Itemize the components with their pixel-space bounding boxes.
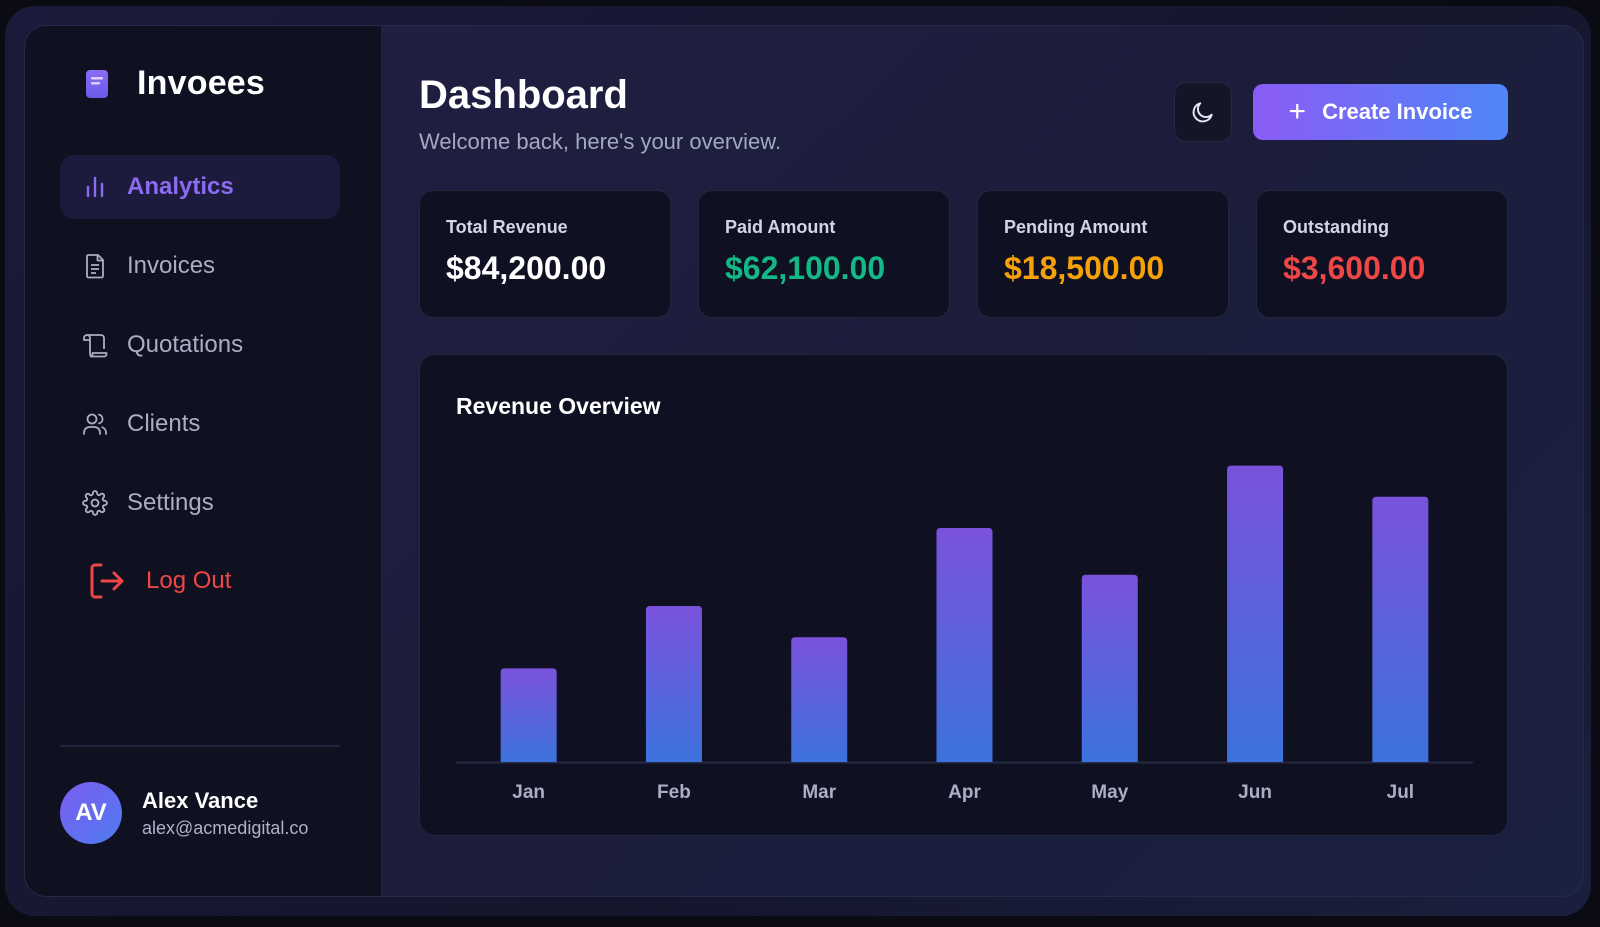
gear-icon xyxy=(82,490,108,516)
sidebar-item-analytics[interactable]: Analytics xyxy=(60,155,340,219)
user-name: Alex Vance xyxy=(142,787,259,813)
stat-label: Paid Amount xyxy=(725,217,836,237)
brand-name: Invoees xyxy=(137,64,266,102)
chart-bar-feb[interactable] xyxy=(645,606,702,762)
x-tick-label: Jul xyxy=(1387,782,1414,803)
stat-value: $3,600.00 xyxy=(1283,250,1426,286)
stat-value: $18,500.00 xyxy=(1004,250,1165,286)
sidebar-item-quotations[interactable]: Quotations xyxy=(60,313,340,377)
chart-bar-jun[interactable] xyxy=(1227,465,1284,762)
document-icon xyxy=(86,69,108,98)
sidebar: Invoees Analytics Invoices Quotations xyxy=(25,26,382,896)
chart-bar-jul[interactable] xyxy=(1372,496,1429,762)
x-tick-label: Jun xyxy=(1238,782,1272,803)
sidebar-item-settings[interactable]: Settings xyxy=(60,471,340,535)
stat-value: $62,100.00 xyxy=(725,250,886,286)
app-window: Invoees Analytics Invoices Quotations xyxy=(24,25,1584,897)
user-email: alex@acmedigital.co xyxy=(142,817,309,838)
revenue-bar-chart: Jan Feb Mar Apr May Jun Jul xyxy=(456,465,1473,803)
chart-bar-may[interactable] xyxy=(1081,574,1138,762)
plus-icon: + xyxy=(1288,95,1307,128)
sidebar-nav: Analytics Invoices Quotations Clients xyxy=(60,155,340,550)
x-tick-label: Feb xyxy=(657,782,691,803)
create-invoice-button[interactable]: + Create Invoice xyxy=(1253,84,1508,140)
logout-label: Log Out xyxy=(146,567,232,594)
theme-toggle-button[interactable] xyxy=(1174,82,1232,142)
file-text-icon xyxy=(82,253,108,279)
x-tick-label: May xyxy=(1091,782,1128,803)
chart-title: Revenue Overview xyxy=(456,393,661,419)
x-tick-label: Apr xyxy=(948,782,981,803)
stat-label: Pending Amount xyxy=(1004,217,1148,237)
sidebar-item-label: Invoices xyxy=(127,252,216,279)
user-profile[interactable]: AV Alex Vance alex@acmedigital.co xyxy=(60,782,308,844)
scroll-icon xyxy=(82,332,108,358)
sidebar-item-label: Clients xyxy=(127,410,201,437)
moon-icon xyxy=(1192,102,1213,123)
stat-card-outstanding: Outstanding $3,600.00 xyxy=(1256,190,1508,318)
stat-label: Total Revenue xyxy=(446,217,568,237)
stat-card-paid-amount: Paid Amount $62,100.00 xyxy=(698,190,950,318)
page-subtitle: Welcome back, here's your overview. xyxy=(419,129,782,154)
avatar: AV xyxy=(60,782,122,844)
stats-row: Total Revenue $84,200.00 Paid Amount $62… xyxy=(419,190,1508,318)
logout-icon xyxy=(90,563,124,599)
sidebar-item-label: Settings xyxy=(127,489,214,516)
stat-card-pending-amount: Pending Amount $18,500.00 xyxy=(977,190,1229,318)
logout-button[interactable]: Log Out xyxy=(87,561,231,601)
x-tick-label: Jan xyxy=(512,782,545,803)
stat-label: Outstanding xyxy=(1283,217,1389,237)
users-icon xyxy=(82,411,108,437)
chart-bar-mar[interactable] xyxy=(791,637,848,762)
stat-value: $84,200.00 xyxy=(446,250,607,286)
bar-chart-icon xyxy=(82,174,108,200)
brand[interactable]: Invoees xyxy=(85,64,265,103)
chart-bar-jan[interactable] xyxy=(500,668,557,762)
sidebar-item-clients[interactable]: Clients xyxy=(60,392,340,456)
sidebar-item-invoices[interactable]: Invoices xyxy=(60,234,340,298)
sidebar-item-label: Analytics xyxy=(127,173,234,200)
chart-bar-apr[interactable] xyxy=(936,528,993,762)
create-invoice-label: Create Invoice xyxy=(1322,99,1473,124)
x-tick-label: Mar xyxy=(802,782,836,803)
revenue-overview-card: Jan Feb Mar Apr May Jun Jul Revenue Overview xyxy=(419,354,1508,836)
page-title: Dashboard xyxy=(419,73,628,117)
sidebar-item-label: Quotations xyxy=(127,331,244,358)
sidebar-divider xyxy=(60,745,340,747)
stat-card-total-revenue: Total Revenue $84,200.00 xyxy=(419,190,671,318)
